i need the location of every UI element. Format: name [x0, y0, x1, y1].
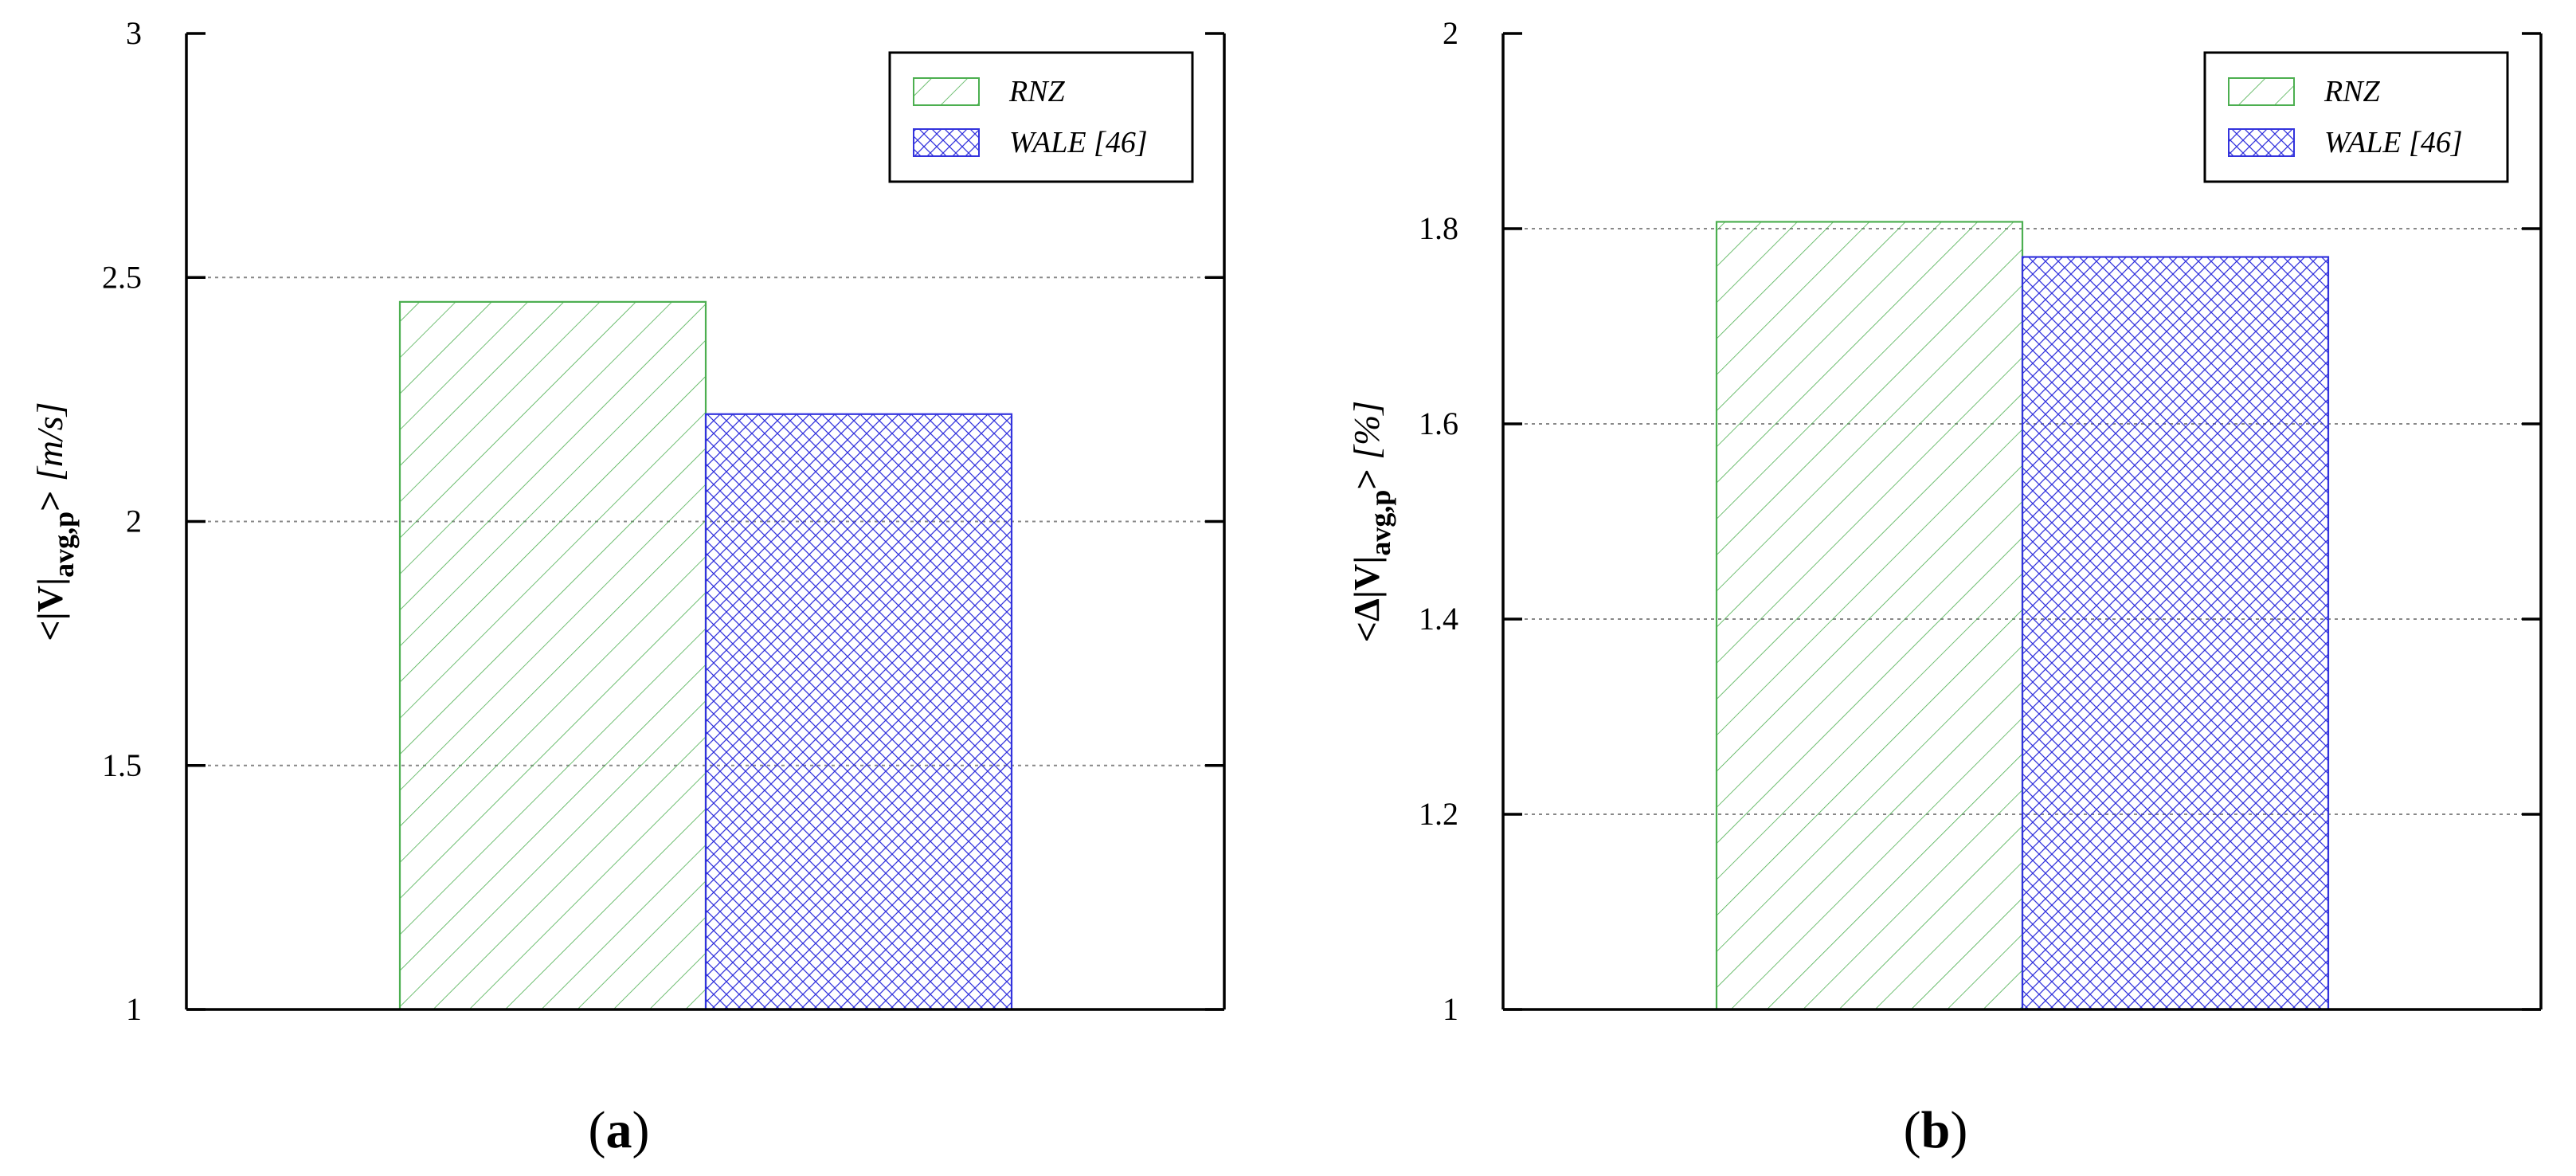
y-tick-label: 1 [126, 991, 142, 1027]
legend-label: WALE [46] [1009, 126, 1148, 159]
panel-caption: (a) [589, 1101, 650, 1159]
y-axis-label-close: > [29, 491, 70, 512]
legend: RNZ WALE [46] [2203, 51, 2509, 183]
legend-swatch-wale [913, 128, 980, 157]
y-tick-label: 1 [1443, 991, 1458, 1027]
legend-swatch-rnz [913, 77, 980, 106]
panel-caption-letter: b [1921, 1101, 1951, 1159]
legend: RNZ WALE [46] [888, 51, 1194, 183]
bar-rnz [1715, 221, 2024, 1011]
legend-box [888, 51, 1194, 183]
y-tick-label: 1.2 [1419, 796, 1458, 832]
y-axis-label-subscript: avg,p [48, 512, 80, 578]
panel-caption-open: ( [1904, 1101, 1921, 1159]
y-tick-label: 2 [1443, 15, 1458, 51]
y-axis-label-main: <Δ|V| [1346, 556, 1387, 643]
legend-swatch-rnz [2228, 77, 2295, 106]
legend-box [2203, 51, 2509, 183]
legend-label: WALE [46] [2324, 126, 2463, 159]
panel-caption: (b) [1904, 1101, 1968, 1159]
bar-wale-46 [704, 413, 1013, 1011]
y-tick-label: 1.5 [102, 747, 142, 783]
chart-panel-b: 1 1.2 1.4 1.6 1.8 2 <Δ|V|avg,p> [%] RNZ WALE [46… [1346, 15, 2543, 1159]
y-tick-label: 3 [126, 15, 142, 51]
y-tick-label: 1.8 [1419, 210, 1458, 246]
y-axis-label-close: > [1346, 468, 1387, 489]
panel-caption-open: ( [589, 1101, 606, 1159]
y-tick-label: 1.6 [1419, 406, 1458, 441]
legend-label: RNZ [2323, 75, 2381, 108]
y-tick-label: 1.4 [1419, 601, 1458, 637]
y-tick-label: 2.5 [102, 259, 142, 295]
panel-caption-letter: a [606, 1101, 632, 1159]
y-axis-label: <Δ|V|avg,p> [%] [1346, 401, 1396, 642]
y-axis-label-unit: [m/s] [29, 402, 70, 490]
bar-rnz [398, 300, 707, 1011]
panel-caption-close: ) [1950, 1101, 1967, 1159]
legend-label: RNZ [1008, 75, 1066, 108]
y-tick-label: 2 [126, 504, 142, 539]
chart-panel-a: 1 1.5 2 2.5 3 <|V|avg,p> [m/s] RNZ WALE [46] (a) [29, 15, 1226, 1159]
y-axis-label-unit: [%] [1346, 401, 1387, 469]
y-axis-label-subscript: avg,p [1364, 490, 1396, 556]
y-axis-label: <|V|avg,p> [m/s] [29, 402, 80, 641]
y-axis-label-main: <|V| [29, 578, 70, 641]
bar-wale-46 [2021, 256, 2330, 1011]
legend-swatch-wale [2228, 128, 2295, 157]
panel-caption-close: ) [632, 1101, 650, 1159]
